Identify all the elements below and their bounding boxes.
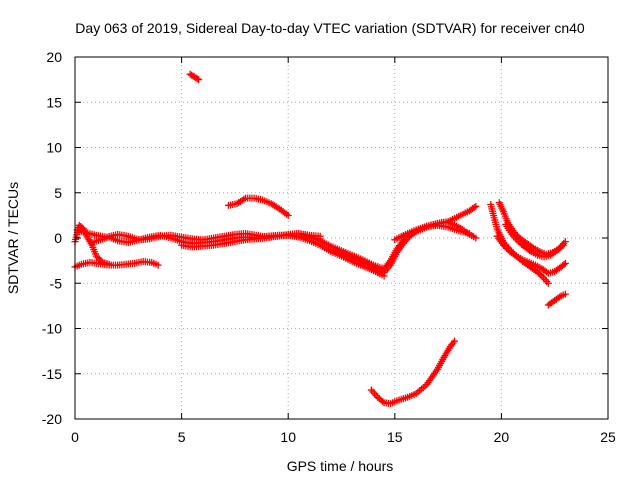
- x-tick-label: 20: [494, 429, 510, 445]
- series-arc-11: [367, 337, 458, 408]
- data-point: [472, 234, 480, 242]
- data-point: [470, 203, 478, 211]
- data-point: [555, 293, 563, 301]
- data-point: [154, 261, 162, 269]
- x-tick-label: 25: [600, 429, 616, 445]
- y-tick-label: -20: [42, 411, 62, 427]
- data-point: [450, 337, 458, 345]
- x-axis-label: GPS time / hours: [287, 458, 394, 474]
- data-point: [536, 271, 544, 279]
- y-tick-label: -15: [42, 366, 62, 382]
- data-point: [560, 261, 568, 269]
- data-point: [559, 241, 567, 249]
- series-arc-13: [493, 232, 569, 277]
- y-tick-label: 10: [46, 140, 62, 156]
- data-point: [500, 241, 508, 249]
- data-point: [544, 279, 552, 287]
- series-arc-5: [178, 231, 388, 280]
- data-point: [511, 251, 519, 259]
- data-point: [526, 246, 534, 254]
- series-arc-9: [225, 194, 292, 219]
- series-arc-16: [544, 290, 569, 309]
- data-point: [96, 255, 104, 263]
- y-tick-label: 20: [46, 49, 62, 65]
- axis-ticks: 0 5 10 15 20 25 -20 -15 -10 -5 0 5 10 15 20: [42, 49, 616, 445]
- data-series: [71, 70, 569, 408]
- data-point: [105, 260, 113, 268]
- x-tick-label: 5: [178, 429, 186, 445]
- data-point: [97, 257, 105, 265]
- x-tick-label: 15: [387, 429, 403, 445]
- series-arc-10: [186, 70, 203, 84]
- chart-title: Day 063 of 2019, Sidereal Day-to-day VTE…: [75, 20, 585, 36]
- data-point: [94, 254, 102, 262]
- y-tick-label: 0: [54, 230, 62, 246]
- x-tick-label: 10: [280, 429, 296, 445]
- data-point: [558, 243, 566, 251]
- data-point: [472, 202, 480, 210]
- x-tick-label: 0: [71, 429, 79, 445]
- y-tick-label: -5: [50, 275, 63, 291]
- data-point: [284, 211, 292, 219]
- y-axis-label: SDTVAR / TECUs: [5, 182, 21, 294]
- data-point: [561, 259, 569, 267]
- y-tick-label: 5: [54, 185, 62, 201]
- data-point: [379, 397, 387, 405]
- data-point: [503, 244, 511, 252]
- data-point: [561, 290, 569, 298]
- data-point: [561, 238, 569, 246]
- series-arc-15: [502, 220, 567, 261]
- series-arc-8: [391, 218, 480, 244]
- data-point: [193, 75, 201, 83]
- data-point: [92, 252, 100, 260]
- data-point: [195, 76, 203, 84]
- y-tick-label: 15: [46, 94, 62, 110]
- y-tick-label: -10: [42, 321, 62, 337]
- data-point: [501, 243, 509, 251]
